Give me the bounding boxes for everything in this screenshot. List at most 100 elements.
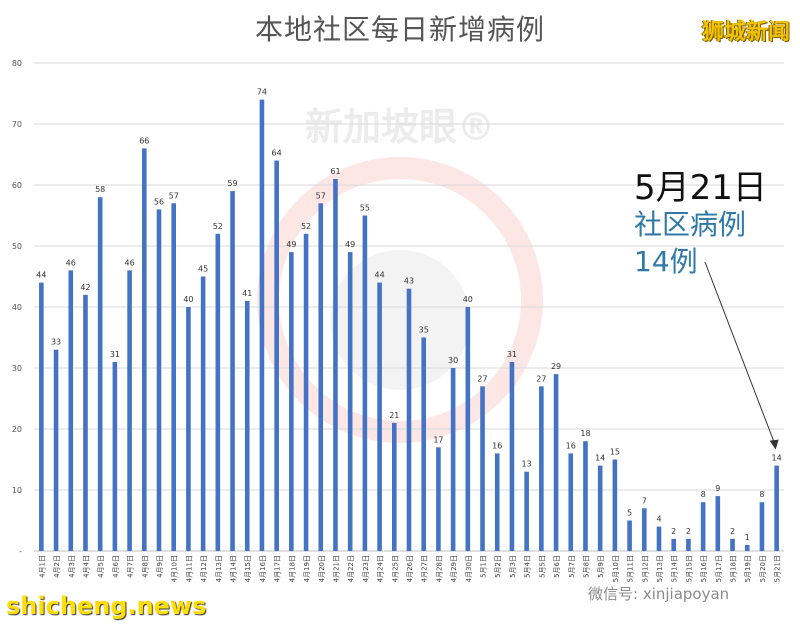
y-tick-label: 50 bbox=[12, 242, 22, 251]
bar-value-label: 8 bbox=[701, 490, 706, 499]
bar-value-label: 35 bbox=[419, 326, 429, 335]
x-tick-label: 5月18日 bbox=[730, 555, 738, 582]
bar-value-label: 57 bbox=[169, 191, 179, 200]
bar bbox=[686, 538, 691, 551]
x-tick-label: 5月13日 bbox=[656, 555, 664, 582]
bar bbox=[347, 252, 353, 551]
x-tick-label: 5月3日 bbox=[509, 555, 517, 578]
bar-value-label: 13 bbox=[522, 460, 532, 469]
bar-value-label: 2 bbox=[686, 527, 691, 536]
y-axis: - 10 20 30 40 50 60 70 80 bbox=[12, 59, 22, 556]
bar bbox=[112, 361, 118, 551]
x-tick-label: 5月21日 bbox=[774, 555, 782, 582]
arrow-head bbox=[769, 439, 779, 450]
annotation-date: 5月21日 bbox=[634, 168, 767, 208]
bar-value-label: 56 bbox=[154, 197, 164, 206]
x-tick-label: 4月22日 bbox=[347, 555, 355, 582]
x-tick-label: 5月6日 bbox=[553, 555, 561, 578]
bar bbox=[480, 386, 485, 551]
x-tick-label: 5月17日 bbox=[715, 555, 723, 582]
bar bbox=[465, 307, 471, 551]
bar bbox=[744, 544, 750, 551]
bar-value-label: 16 bbox=[566, 441, 576, 450]
x-tick-label: 5月1日 bbox=[480, 555, 488, 578]
bar bbox=[553, 374, 559, 551]
y-tick-label: 30 bbox=[12, 364, 22, 373]
bar-value-label: 30 bbox=[448, 356, 458, 365]
bar bbox=[583, 441, 588, 551]
bar bbox=[509, 361, 515, 551]
x-tick-label: 4月21日 bbox=[332, 555, 340, 582]
bar bbox=[774, 465, 779, 551]
bar-value-label: 59 bbox=[227, 179, 237, 188]
bar bbox=[259, 99, 265, 551]
bar bbox=[641, 508, 647, 551]
x-tick-label: 5月15日 bbox=[685, 555, 693, 582]
bars bbox=[39, 99, 779, 552]
annotation-label: 社区病例 bbox=[634, 208, 747, 241]
x-tick-label: 4月29日 bbox=[450, 555, 458, 582]
bar bbox=[436, 447, 441, 551]
bar bbox=[568, 453, 574, 551]
bar bbox=[156, 209, 162, 551]
bar-value-label: 14 bbox=[595, 454, 605, 463]
bar bbox=[759, 502, 765, 551]
bar bbox=[186, 307, 191, 551]
wechat-id: 微信号: xinjiapoyan bbox=[588, 585, 730, 603]
site-watermark: shicheng.news bbox=[6, 592, 207, 620]
bar bbox=[303, 233, 309, 552]
bar-value-label: 64 bbox=[272, 149, 282, 158]
bar-value-label: 16 bbox=[492, 441, 502, 450]
bar-value-label: 46 bbox=[124, 258, 134, 267]
bar bbox=[391, 422, 397, 551]
bar bbox=[318, 203, 324, 552]
bar-value-label: 29 bbox=[551, 362, 561, 371]
x-tick-label: 4月25日 bbox=[391, 555, 399, 582]
bar-value-label: 40 bbox=[463, 295, 473, 304]
x-tick-label: 5月14日 bbox=[671, 555, 679, 582]
bar-value-label: 1 bbox=[745, 533, 750, 542]
bar-value-label: 58 bbox=[95, 185, 105, 194]
x-tick-label: 4月26日 bbox=[406, 555, 414, 582]
x-tick-label: 5月19日 bbox=[744, 555, 752, 582]
x-tick-label: 5月4日 bbox=[524, 555, 532, 578]
bar bbox=[53, 349, 59, 551]
x-tick-label: 4月12日 bbox=[200, 555, 208, 582]
bar-value-label: 2 bbox=[671, 527, 676, 536]
bar-value-label: 7 bbox=[642, 496, 647, 505]
x-tick-label: 4月6日 bbox=[112, 555, 120, 578]
x-tick-label: 4月17日 bbox=[274, 555, 282, 582]
y-tick-label: 70 bbox=[12, 120, 22, 129]
bar bbox=[200, 276, 206, 551]
bar-value-label: 9 bbox=[715, 484, 720, 493]
x-tick-label: 4月19日 bbox=[303, 555, 311, 582]
x-tick-label: 5月16日 bbox=[700, 555, 708, 582]
brand-logo: 狮城新闻 bbox=[701, 20, 790, 45]
bar-value-label: 5 bbox=[627, 509, 632, 518]
x-tick-label: 4月13日 bbox=[215, 555, 223, 582]
x-tick-label: 4月4日 bbox=[82, 555, 90, 578]
bar-value-label: 4 bbox=[656, 515, 661, 524]
y-tick-label: 20 bbox=[12, 425, 22, 434]
bar-value-label: 42 bbox=[80, 283, 90, 292]
x-tick-label: 5月20日 bbox=[759, 555, 767, 582]
x-tick-label: 4月5日 bbox=[97, 555, 105, 578]
bar-value-label: 66 bbox=[139, 136, 149, 145]
data-labels: 4433464258314666565740455259417464495257… bbox=[36, 88, 781, 542]
bar-value-label: 21 bbox=[389, 411, 399, 420]
y-tick-label: 40 bbox=[12, 303, 22, 312]
chart-title: 本地社区每日新增病例 bbox=[254, 13, 545, 46]
bar-value-label: 41 bbox=[242, 289, 252, 298]
bar bbox=[539, 386, 544, 551]
bar bbox=[524, 471, 529, 551]
bar-value-label: 27 bbox=[536, 374, 546, 383]
x-tick-label: 5月7日 bbox=[568, 555, 576, 578]
bar bbox=[141, 148, 147, 551]
bar bbox=[333, 178, 338, 551]
bar bbox=[406, 288, 412, 551]
x-tick-label: 5月9日 bbox=[597, 555, 605, 578]
x-tick-label: 4月18日 bbox=[288, 555, 296, 582]
bar bbox=[171, 203, 177, 552]
x-tick-label: 4月9日 bbox=[156, 555, 164, 578]
x-tick-label: 4月20日 bbox=[318, 555, 326, 582]
